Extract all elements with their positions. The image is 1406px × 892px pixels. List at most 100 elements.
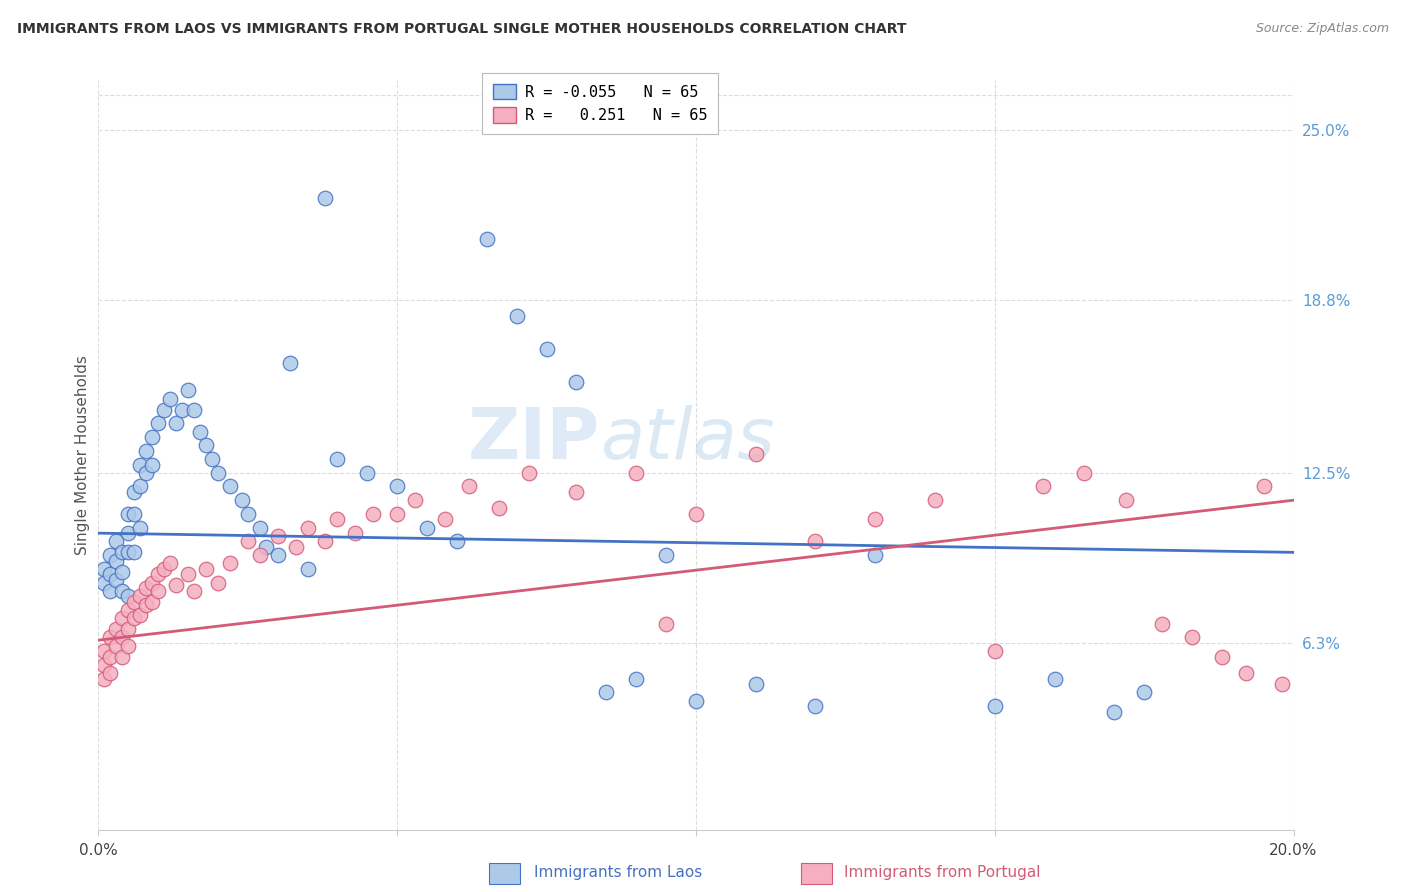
Point [141, 458, 163, 472]
Point [1271, 677, 1294, 691]
Point [98, 567, 122, 582]
Point [207, 466, 229, 480]
Point [249, 521, 271, 535]
Point [536, 343, 558, 357]
Point [804, 534, 827, 549]
Point [458, 479, 481, 493]
Point [475, 232, 498, 246]
Point [129, 589, 152, 603]
Point [984, 644, 1007, 658]
Point [117, 622, 139, 636]
Point [446, 534, 468, 549]
Point [148, 567, 170, 582]
Text: Source: ZipAtlas.com: Source: ZipAtlas.com [1256, 22, 1389, 36]
Point [159, 557, 181, 571]
Point [111, 611, 134, 625]
Point [111, 649, 134, 664]
Point [148, 417, 170, 431]
Point [1115, 493, 1137, 508]
Point [105, 622, 128, 636]
Point [98, 649, 122, 664]
Point [1032, 479, 1054, 493]
Point [129, 458, 152, 472]
Point [315, 191, 337, 205]
Point [117, 507, 139, 521]
Point [93, 657, 115, 672]
Point [297, 562, 319, 576]
Point [385, 507, 409, 521]
Point [177, 384, 200, 398]
Point [517, 466, 540, 480]
Point [93, 644, 115, 658]
Point [236, 534, 259, 549]
Point [254, 540, 277, 554]
Point [1104, 705, 1126, 719]
Point [124, 611, 146, 625]
Point [804, 699, 827, 714]
Point [117, 589, 139, 603]
Point [124, 507, 146, 521]
Point [1133, 685, 1156, 699]
Legend: R = -0.055   N = 65, R =   0.251   N = 65: R = -0.055 N = 65, R = 0.251 N = 65 [482, 73, 718, 134]
Point [153, 402, 176, 417]
Point [135, 466, 157, 480]
Point [129, 521, 152, 535]
Point [117, 526, 139, 541]
Point [153, 562, 176, 576]
Point [506, 310, 529, 324]
Point [159, 392, 181, 406]
Point [98, 666, 122, 681]
Point [188, 425, 211, 439]
Point [655, 616, 678, 631]
Point [595, 685, 617, 699]
Text: IMMIGRANTS FROM LAOS VS IMMIGRANTS FROM PORTUGAL SINGLE MOTHER HOUSEHOLDS CORREL: IMMIGRANTS FROM LAOS VS IMMIGRANTS FROM … [17, 22, 907, 37]
Point [363, 507, 385, 521]
Point [385, 479, 409, 493]
Point [117, 545, 139, 559]
Point [124, 595, 146, 609]
Point [565, 375, 588, 389]
Point [172, 402, 194, 417]
Point [1152, 616, 1174, 631]
Point [165, 417, 187, 431]
Point [129, 608, 152, 623]
Point [416, 521, 439, 535]
Point [111, 565, 134, 579]
Point [278, 356, 301, 370]
Point [93, 672, 115, 686]
Point [93, 575, 115, 590]
Point [124, 545, 146, 559]
Text: atlas: atlas [600, 406, 775, 475]
Point [865, 548, 887, 562]
Point [98, 583, 122, 598]
Point [236, 507, 259, 521]
Point [105, 553, 128, 567]
Point [284, 540, 307, 554]
Point [148, 583, 170, 598]
Point [984, 699, 1007, 714]
Point [626, 466, 648, 480]
Point [1181, 631, 1204, 645]
Point [141, 430, 163, 444]
Point [111, 583, 134, 598]
Point [1073, 466, 1095, 480]
Point [626, 672, 648, 686]
Point [183, 583, 205, 598]
Point [745, 446, 768, 460]
Point [135, 581, 157, 595]
Point [267, 529, 290, 543]
Point [685, 693, 707, 707]
Point [105, 573, 128, 587]
Point [111, 545, 134, 559]
Point [93, 562, 115, 576]
Point [165, 578, 187, 592]
Point [117, 603, 139, 617]
Point [1211, 649, 1233, 664]
Point [267, 548, 290, 562]
Point [124, 485, 146, 500]
Text: Immigrants from Laos: Immigrants from Laos [534, 865, 703, 880]
Point [219, 557, 242, 571]
Point [315, 534, 337, 549]
Y-axis label: Single Mother Households: Single Mother Households [75, 355, 90, 555]
Point [141, 595, 163, 609]
